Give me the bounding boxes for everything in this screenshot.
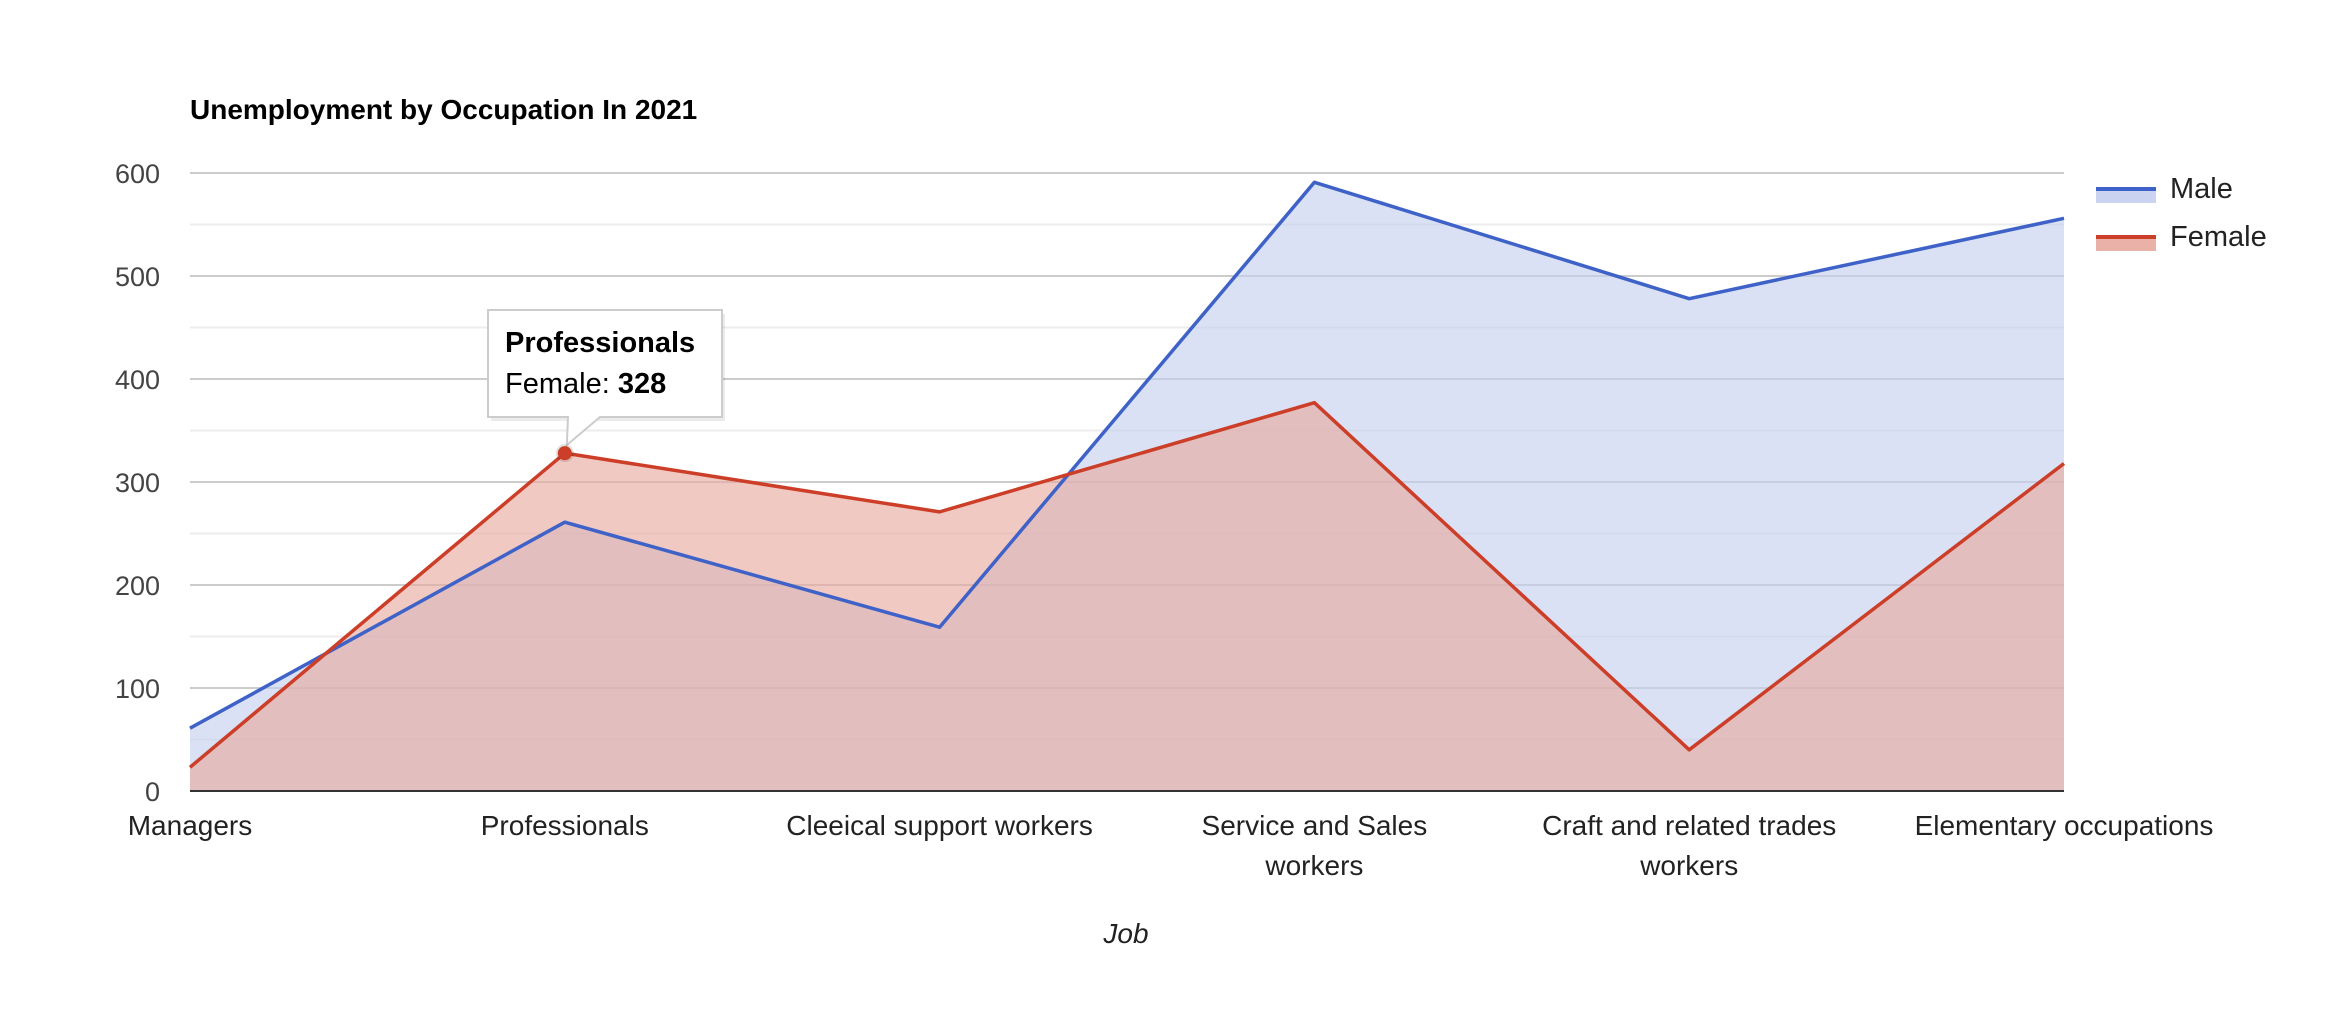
y-axis-ticks: 0 100 200 300 400 500 600 (115, 159, 160, 807)
series-areas (188, 180, 2066, 791)
tooltip-value: Female: 328 (505, 368, 666, 400)
highlight-point[interactable] (557, 446, 572, 461)
x-category-label: Professionals (481, 810, 649, 841)
x-category-label: Service and Sales workers (1202, 810, 1428, 881)
legend-label: Male (2170, 173, 2233, 205)
y-tick-label: 300 (115, 468, 160, 498)
legend-swatch (2096, 189, 2156, 203)
legend-label: Female (2170, 221, 2267, 253)
y-tick-label: 0 (145, 777, 160, 807)
y-tick-label: 200 (115, 571, 160, 601)
x-category-label: Cleeical support workers (786, 810, 1093, 841)
x-category-label: Craft and related trades workers (1542, 810, 1836, 881)
line-female (188, 400, 2066, 769)
y-tick-label: 400 (115, 365, 160, 395)
chart-title: Unemployment by Occupation In 2021 (190, 94, 697, 125)
y-tick-label: 600 (115, 159, 160, 189)
legend-swatch (2096, 237, 2156, 251)
legend: Male Female (2096, 173, 2267, 253)
x-axis-categories: Managers Professionals Cleeical support wo… (128, 810, 2214, 881)
x-axis-title: Job (1102, 918, 1148, 949)
tooltip-title: Professionals (505, 327, 695, 359)
tooltip: Professionals Female: 328 (487, 309, 725, 463)
x-category-label: Elementary occupations (1915, 810, 2214, 841)
y-tick-label: 500 (115, 262, 160, 292)
y-tick-label: 100 (115, 674, 160, 704)
area-female (190, 402, 2064, 791)
line-male (189, 180, 2065, 730)
tooltip-box (487, 309, 723, 448)
x-category-label: Managers (128, 810, 253, 841)
